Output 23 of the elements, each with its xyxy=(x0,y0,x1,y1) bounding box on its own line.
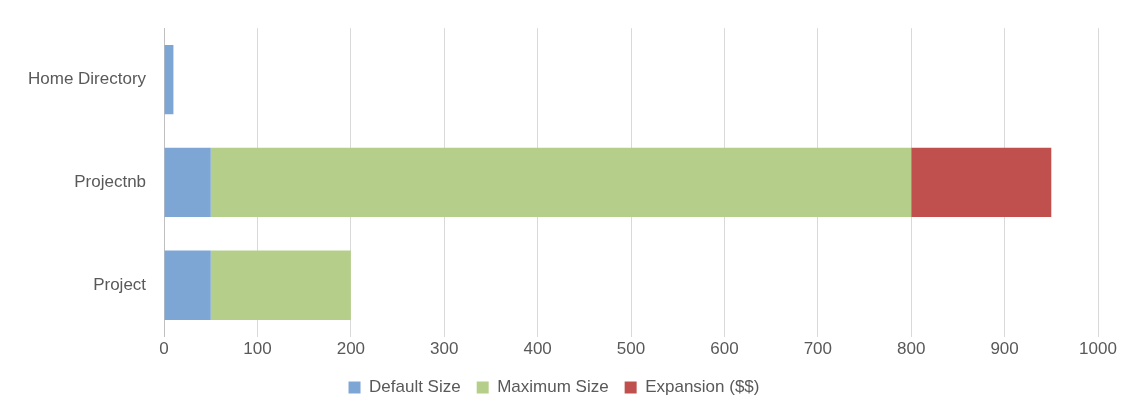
y-tick-label: Projectnb xyxy=(74,172,147,192)
legend-label: Default Size xyxy=(369,377,461,397)
x-tick-label: 200 xyxy=(336,339,366,359)
bar xyxy=(164,44,174,115)
x-tick-label: 500 xyxy=(616,339,646,359)
x-tick-label: 700 xyxy=(803,339,833,359)
x-tick-label: 1000 xyxy=(1079,339,1117,359)
bar xyxy=(911,147,1052,218)
x-tick-label: 600 xyxy=(710,339,739,359)
bar xyxy=(164,147,211,218)
y-tick-label: Home Directory xyxy=(27,69,147,89)
y-tick-label: Project xyxy=(93,274,147,294)
x-tick-label: 300 xyxy=(430,339,459,359)
x-tick-label: 800 xyxy=(897,339,926,359)
bar xyxy=(164,250,211,320)
bar xyxy=(210,250,351,320)
legend-label: Maximum Size xyxy=(497,377,609,397)
x-tick-label: 0 xyxy=(159,339,169,359)
x-tick-label: 100 xyxy=(243,339,272,359)
x-tick-label: 400 xyxy=(523,339,552,359)
x-tick-label: 900 xyxy=(990,339,1019,359)
legend-label: Expansion ($$) xyxy=(645,377,760,397)
bar xyxy=(210,147,912,218)
